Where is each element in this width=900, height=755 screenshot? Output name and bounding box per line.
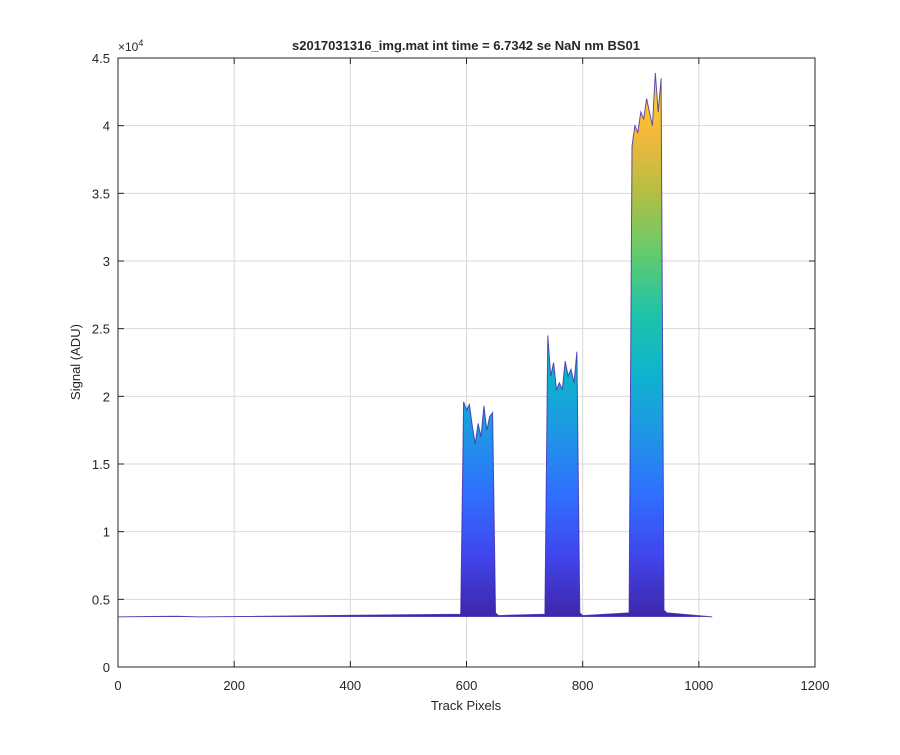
y-tick-label: 1.5 [92, 457, 110, 472]
signal-line [117, 72, 713, 618]
grid [118, 58, 815, 667]
ticks: 0 200 400 600 800 1000 1200 0 0.5 1 1.5 2 2.5 3 3.5 4 4.… [92, 51, 830, 693]
x-tick-label: 400 [339, 678, 361, 693]
chart-title: s2017031316_img.mat int time = 6.7342 se… [292, 38, 640, 53]
y-tick-label: 0.5 [92, 592, 110, 607]
y-tick-label: 1 [103, 525, 110, 540]
y-exponent-power: 4 [138, 38, 143, 48]
y-axis-label: Signal (ADU) [68, 324, 83, 400]
x-axis-label: Track Pixels [431, 698, 502, 713]
y-exponent-base: ×10 [118, 40, 139, 54]
y-tick-label: 3 [103, 254, 110, 269]
y-tick-label: 4.5 [92, 51, 110, 66]
x-tick-label: 200 [223, 678, 245, 693]
y-tick-label: 2 [103, 389, 110, 404]
x-tick-label: 1000 [684, 678, 713, 693]
x-tick-label: 600 [456, 678, 478, 693]
y-tick-label: 0 [103, 660, 110, 675]
signal-area [118, 72, 713, 617]
y-tick-label: 4 [103, 119, 110, 134]
y-tick-label: 3.5 [92, 186, 110, 201]
y-exponent-label: ×104 [118, 38, 143, 54]
data-marks [117, 72, 713, 618]
x-tick-label: 0 [114, 678, 121, 693]
y-tick-label: 2.5 [92, 322, 110, 337]
x-tick-label: 800 [572, 678, 594, 693]
x-tick-label: 1200 [801, 678, 830, 693]
